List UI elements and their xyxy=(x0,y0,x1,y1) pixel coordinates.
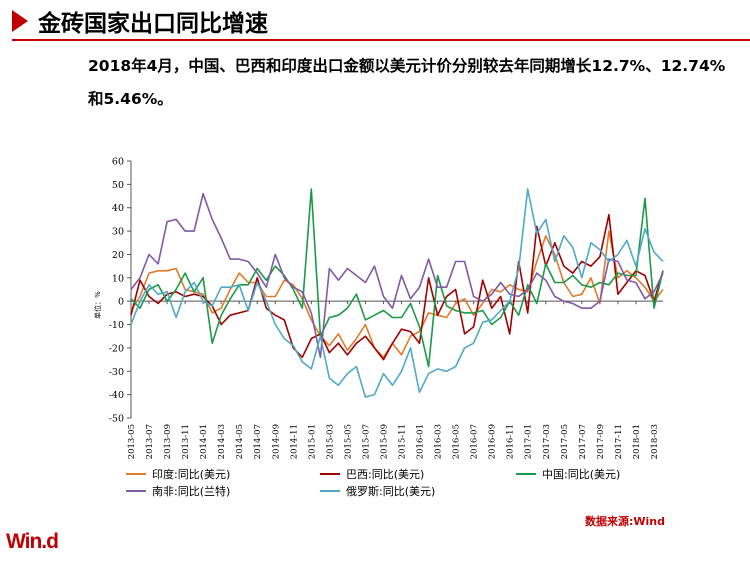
title-arrow-icon xyxy=(12,10,28,32)
legend-label-2: 巴西:同比(美元) xyxy=(346,468,424,481)
x-tick-label: 2017-11 xyxy=(614,424,624,459)
legend-label-5: 俄罗斯:同比(美元) xyxy=(346,485,435,498)
x-tick-label: 2017-01 xyxy=(524,424,534,459)
x-tick-label: 2014-11 xyxy=(289,424,299,459)
x-tick-label: 2018-01 xyxy=(632,424,642,459)
x-tick-label: 2016-07 xyxy=(470,424,480,459)
page-title: 金砖国家出口同比增速 xyxy=(12,6,268,37)
x-tick-label: 2015-11 xyxy=(398,424,408,459)
wind-logo: Win.d xyxy=(6,530,59,553)
x-tick-label: 2014-07 xyxy=(253,424,263,459)
series-line-5 xyxy=(130,188,664,398)
x-tick-label: 2017-09 xyxy=(596,424,606,459)
page-title-text: 金砖国家出口同比增速 xyxy=(38,11,268,37)
x-tick-label: 2015-07 xyxy=(361,424,371,459)
x-tick-label: 2013-05 xyxy=(127,424,137,459)
x-tick-label: 2013-07 xyxy=(145,424,155,459)
y-tick-label: 30 xyxy=(112,227,124,238)
y-tick-label: 40 xyxy=(112,203,124,214)
x-tick-label: 2016-11 xyxy=(506,424,516,459)
y-tick-label: 0 xyxy=(118,297,124,308)
y-tick-label: 10 xyxy=(112,273,124,284)
data-source: 数据来源:Wind xyxy=(585,515,666,528)
x-tick-label: 2014-05 xyxy=(235,424,245,459)
title-divider xyxy=(12,39,750,41)
x-tick-label: 2013-11 xyxy=(181,424,191,459)
series-line-3 xyxy=(130,188,664,368)
y-tick-label: 50 xyxy=(112,180,124,191)
y-tick-label: -20 xyxy=(109,343,124,354)
x-tick-label: 2013-09 xyxy=(163,424,173,459)
y-tick-label: -10 xyxy=(109,320,124,331)
y-tick-label: 60 xyxy=(112,157,124,168)
x-tick-label: 2016-09 xyxy=(488,424,498,459)
series-line-4 xyxy=(130,192,664,359)
y-tick-label: -30 xyxy=(109,367,124,378)
y-tick-label: -40 xyxy=(109,390,124,401)
x-tick-label: 2015-09 xyxy=(379,424,389,459)
x-tick-label: 2015-03 xyxy=(325,424,335,459)
x-tick-label: 2016-05 xyxy=(452,424,462,459)
series-line-1 xyxy=(130,230,664,359)
legend-label-4: 南非:同比(兰特) xyxy=(152,484,230,498)
x-tick-label: 2016-03 xyxy=(434,424,444,459)
legend-label-3: 中国:同比(美元) xyxy=(542,468,620,481)
y-tick-label: -50 xyxy=(109,414,124,425)
x-tick-label: 2017-03 xyxy=(542,424,552,459)
x-tick-label: 2015-05 xyxy=(343,424,353,459)
y-tick-label: 20 xyxy=(112,250,124,261)
x-tick-label: 2017-07 xyxy=(578,424,588,459)
legend-label-1: 印度:同比(美元) xyxy=(152,467,230,481)
x-tick-label: 2014-01 xyxy=(199,424,209,459)
x-tick-label: 2018-03 xyxy=(650,424,660,459)
x-tick-label: 2014-09 xyxy=(271,424,281,459)
x-tick-label: 2016-01 xyxy=(416,424,426,459)
x-tick-label: 2015-01 xyxy=(307,424,317,459)
page-subtitle: 2018年4月，中国、巴西和印度出口金额以美元计价分别较去年同期增长12.7%、… xyxy=(88,57,726,108)
x-tick-label: 2014-03 xyxy=(217,424,227,459)
x-tick-label: 2017-05 xyxy=(560,424,570,459)
y-unit-label: 单位：% xyxy=(93,291,102,319)
